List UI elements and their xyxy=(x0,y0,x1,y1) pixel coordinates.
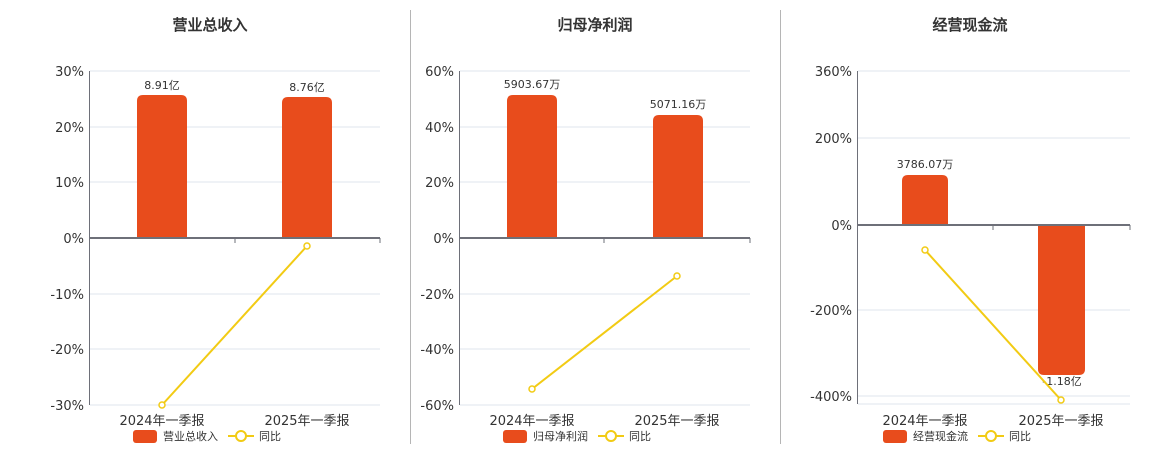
bar-legend-swatch-icon[interactable] xyxy=(133,429,157,443)
legend: 营业总收入 同比 xyxy=(133,428,281,444)
x-label: 2025年一季报 xyxy=(264,414,349,429)
cash-flow-chart-panel: 经营现金流 360% 200% 0% -200% -400% 3786.07万 … xyxy=(770,0,1160,450)
x-label: 2024年一季报 xyxy=(882,414,967,429)
yoy-point[interactable] xyxy=(158,401,166,409)
cash-flow-chart: 360% 200% 0% -200% -400% 3786.07万 -1.18亿… xyxy=(810,65,1131,429)
yoy-point[interactable] xyxy=(1057,396,1065,404)
svg-text:360%: 360% xyxy=(815,65,852,80)
x-label: 2025年一季报 xyxy=(1018,414,1103,429)
svg-text:-30%: -30% xyxy=(50,399,84,414)
bar-value-label: 8.76亿 xyxy=(289,81,325,94)
svg-text:-20%: -20% xyxy=(50,343,84,358)
svg-text:-40%: -40% xyxy=(420,343,454,358)
line-legend-label[interactable]: 同比 xyxy=(629,430,651,443)
svg-text:30%: 30% xyxy=(55,65,84,80)
legend: 经营现金流 同比 xyxy=(883,428,1031,444)
y-tick-labels: 30% 20% 10% 0% -10% -20% -30% xyxy=(50,65,84,414)
svg-text:-20%: -20% xyxy=(420,288,454,303)
bar-2025q1[interactable] xyxy=(282,97,332,238)
svg-text:60%: 60% xyxy=(425,65,454,80)
yoy-point[interactable] xyxy=(921,246,929,254)
y-tick-labels: 360% 200% 0% -200% -400% xyxy=(810,65,852,405)
line-legend-label[interactable]: 同比 xyxy=(1009,430,1031,443)
bar-2024q1[interactable] xyxy=(507,95,557,238)
yoy-point[interactable] xyxy=(303,242,311,250)
revenue-chart: 30% 20% 10% 0% -10% -20% -30% 8.91亿 8.76… xyxy=(50,65,381,429)
bar-legend-swatch-icon[interactable] xyxy=(503,429,527,443)
svg-text:0%: 0% xyxy=(433,232,454,247)
bar-2024q1[interactable] xyxy=(137,95,187,238)
yoy-line xyxy=(161,245,308,406)
svg-text:10%: 10% xyxy=(55,176,84,191)
svg-text:-60%: -60% xyxy=(420,399,454,414)
line-legend-marker-icon[interactable] xyxy=(978,430,1004,442)
bar-value-label: 8.91亿 xyxy=(144,79,180,92)
x-label: 2024年一季报 xyxy=(489,414,574,429)
bar-legend-label[interactable]: 营业总收入 xyxy=(163,430,218,443)
bar-legend-swatch-icon[interactable] xyxy=(883,429,907,443)
line-legend-marker-icon[interactable] xyxy=(598,430,624,442)
yoy-point[interactable] xyxy=(528,385,536,393)
chart-title: 经营现金流 xyxy=(932,16,1008,34)
svg-text:20%: 20% xyxy=(425,176,454,191)
bar-2025q1[interactable] xyxy=(1038,225,1085,375)
x-label: 2024年一季报 xyxy=(119,414,204,429)
svg-text:0%: 0% xyxy=(831,219,852,234)
chart-title: 归母净利润 xyxy=(557,16,633,34)
bar-value-label: 5903.67万 xyxy=(504,78,561,91)
bar-legend-label[interactable]: 经营现金流 xyxy=(913,430,968,443)
panel-divider xyxy=(780,10,781,444)
x-label: 2025年一季报 xyxy=(634,414,719,429)
legend: 归母净利润 同比 xyxy=(503,428,651,444)
net-profit-chart: 60% 40% 20% 0% -20% -40% -60% 5903.67万 5… xyxy=(420,65,751,429)
bar-value-label: 5071.16万 xyxy=(650,98,707,111)
svg-text:20%: 20% xyxy=(55,121,84,136)
svg-text:-200%: -200% xyxy=(810,304,852,319)
svg-text:-400%: -400% xyxy=(810,390,852,405)
svg-text:40%: 40% xyxy=(425,121,454,136)
svg-text:-10%: -10% xyxy=(50,288,84,303)
y-tick-labels: 60% 40% 20% 0% -20% -40% -60% xyxy=(420,65,454,414)
yoy-point[interactable] xyxy=(673,272,681,280)
svg-text:200%: 200% xyxy=(815,132,852,147)
chart-title: 营业总收入 xyxy=(172,16,248,34)
line-legend-label[interactable]: 同比 xyxy=(259,430,281,443)
bar-value-label: -1.18亿 xyxy=(1042,375,1081,388)
net-profit-chart-panel: 归母净利润 60% 40% 20% 0% -20% -40% -60% 5903… xyxy=(390,0,780,450)
panel-divider xyxy=(410,10,411,444)
yoy-line xyxy=(531,275,678,390)
revenue-chart-panel: 营业总收入 30% 20% 10% 0% -10% -20% -30% 8.91… xyxy=(0,0,400,450)
line-legend-marker-icon[interactable] xyxy=(228,430,254,442)
bar-legend-label[interactable]: 归母净利润 xyxy=(533,430,588,443)
bar-value-label: 3786.07万 xyxy=(897,158,954,171)
svg-text:0%: 0% xyxy=(63,232,84,247)
bar-2024q1[interactable] xyxy=(902,175,948,225)
yoy-line xyxy=(924,249,1062,401)
grid-lines xyxy=(858,70,1130,405)
bar-2025q1[interactable] xyxy=(653,115,703,238)
